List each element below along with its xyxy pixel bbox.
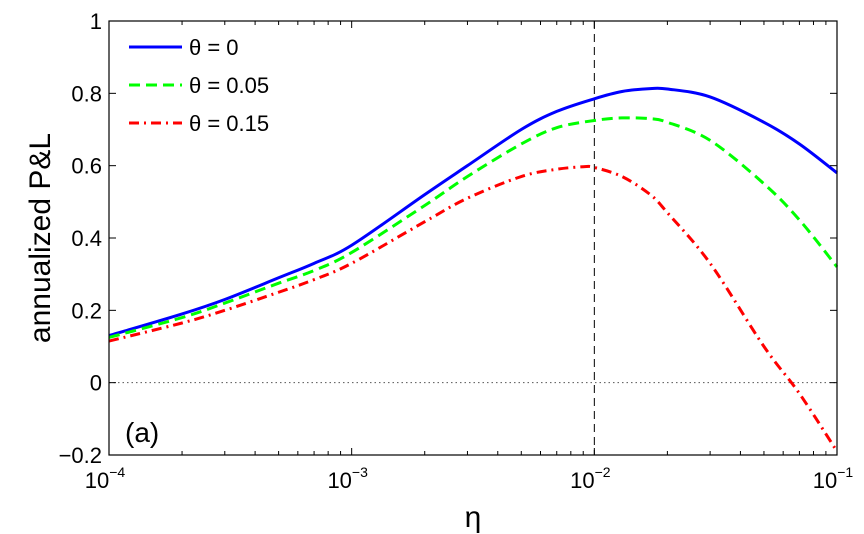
y-tick-label: 0 (90, 371, 102, 396)
y-tick-label: 0.4 (71, 226, 102, 251)
y-axis-label: annualized P&L (24, 133, 57, 343)
x-tick-label: 10−2 (570, 464, 611, 493)
x-tick-label: 10−4 (85, 464, 126, 493)
panel-label: (a) (125, 417, 159, 448)
reference-lines (109, 21, 837, 455)
y-tick-label: 1 (90, 9, 102, 34)
y-tick-label: 0.2 (71, 298, 102, 323)
legend-label-3: θ = 0.15 (189, 111, 269, 136)
x-tick-label: 10−3 (327, 464, 368, 493)
legend-label-1: θ = 0 (189, 35, 239, 60)
y-tick-label: 0.6 (71, 154, 102, 179)
legend-label-2: θ = 0.05 (189, 73, 269, 98)
y-tick-label: 0.8 (71, 81, 102, 106)
y-tick-label: −0.2 (59, 443, 102, 468)
series-line-3 (108, 164, 839, 453)
x-axis-label: η (465, 501, 482, 534)
series-line-1 (108, 86, 838, 338)
x-tick-label: 10−1 (813, 464, 854, 493)
series-layer (108, 86, 839, 453)
series-line-2 (108, 116, 839, 339)
legend: θ = 0 θ = 0.05 θ = 0.15 (129, 35, 269, 136)
axis-ticks: −0.2 0 0.2 0.4 0.6 0.8 1 10−4 10−3 10−2 10−1 (59, 9, 854, 493)
